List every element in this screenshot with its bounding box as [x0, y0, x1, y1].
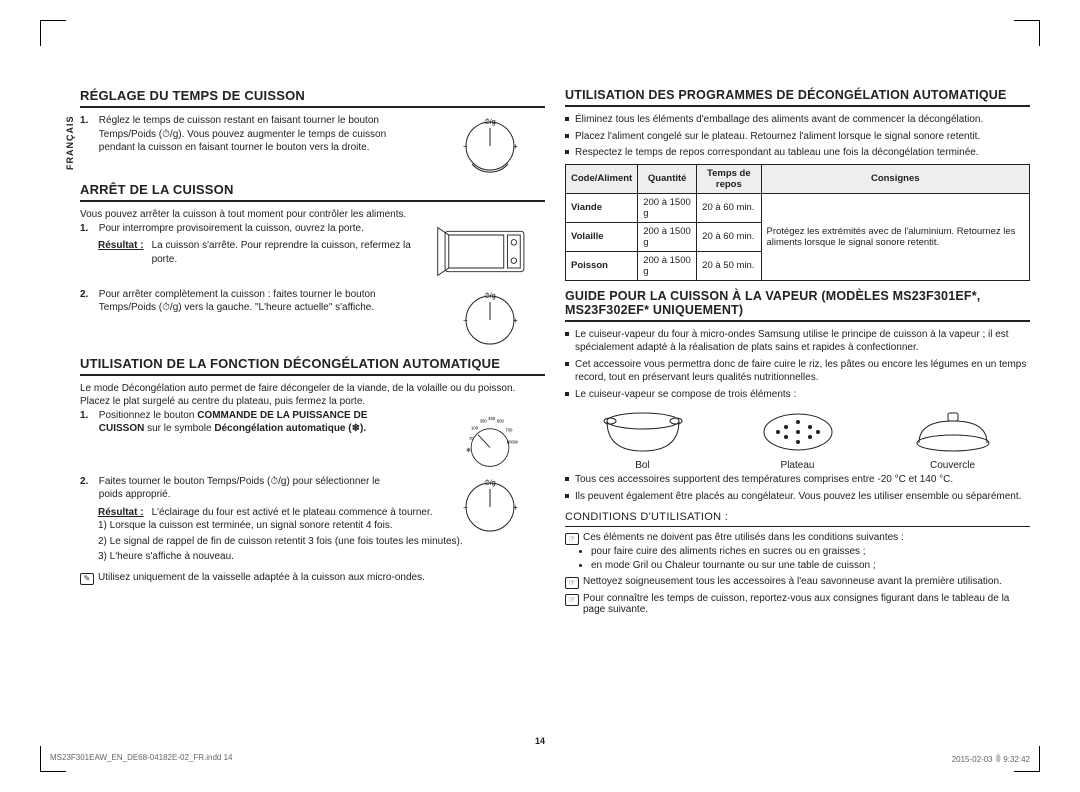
caption: Bol: [598, 460, 688, 471]
caution-icon: ☞: [565, 594, 579, 606]
paragraph: Le mode Décongélation auto permet de fai…: [80, 382, 545, 409]
table-header: Code/Aliment: [566, 164, 638, 193]
dial-illustration: ⏱/g − +: [435, 288, 545, 348]
sub-step: Le signal de rappel de fin de cuisson re…: [98, 535, 545, 549]
steamer-parts-row: Bol Plateau Couvercle: [565, 407, 1030, 471]
crop-mark: [40, 20, 66, 21]
bullet: Le cuiseur-vapeur du four à micro-ondes …: [565, 328, 1030, 355]
crop-mark: [40, 771, 66, 772]
power-dial-icon: 70 100 300450600 700 800W ❄: [445, 409, 535, 469]
svg-text:300: 300: [480, 418, 488, 423]
bullet: Ils peuvent également être placés au con…: [565, 490, 1030, 504]
result-text: La cuisson s'arrête. Pour reprendre la c…: [152, 239, 435, 266]
step-number: 2.: [80, 288, 96, 302]
timer-dial-icon: ⏱/g − +: [460, 475, 520, 535]
left-column: RÉGLAGE DU TEMPS DE CUISSON 1. Réglez le…: [80, 80, 545, 615]
table-header: Consignes: [761, 164, 1030, 193]
bullet: Respectez le temps de repos correspondan…: [565, 146, 1030, 160]
bullet: Éliminez tous les éléments d'emballage d…: [565, 113, 1030, 127]
svg-text:−: −: [463, 503, 468, 512]
svg-text:+: +: [513, 316, 518, 325]
svg-text:450: 450: [488, 416, 496, 421]
table-header: Quantité: [638, 164, 697, 193]
section-heading-steam-guide: GUIDE POUR LA CUISSON À LA VAPEUR (MODÈL…: [565, 289, 1030, 322]
step-number: 2.: [80, 475, 96, 489]
section-heading-defrost-programs: UTILISATION DES PROGRAMMES DE DÉCONGÉLAT…: [565, 88, 1030, 107]
note-icon: ✎: [80, 573, 94, 585]
language-tab: FRANÇAIS: [65, 116, 75, 171]
result-label: Résultat :: [98, 506, 144, 520]
power-dial-illustration: 70 100 300450600 700 800W ❄: [435, 409, 545, 469]
step-number: 1.: [80, 222, 96, 236]
tray-icon: [753, 407, 843, 457]
caution-icon: ☞: [565, 577, 579, 589]
right-column: UTILISATION DES PROGRAMMES DE DÉCONGÉLAT…: [565, 80, 1030, 615]
bullet: Le cuiseur-vapeur se compose de trois él…: [565, 388, 1030, 402]
svg-text:70: 70: [469, 435, 474, 440]
note-text: Pour connaître les temps de cuisson, rep…: [583, 593, 1030, 615]
dial-illustration: ⏱/g − +: [435, 114, 545, 174]
timer-dial-icon: ⏱/g − +: [460, 114, 520, 174]
svg-text:⏱/g: ⏱/g: [484, 118, 495, 126]
section-heading-cooking-time: RÉGLAGE DU TEMPS DE CUISSON: [80, 88, 545, 108]
footer-file: MS23F301EAW_EN_DE68-04182E-02_FR.indd 14: [50, 753, 232, 764]
crop-mark: [1014, 771, 1040, 772]
svg-text:100: 100: [471, 425, 479, 430]
svg-text:600: 600: [497, 418, 505, 423]
step-text: Pour interrompre provisoirement la cuiss…: [99, 222, 399, 236]
note-text: Utilisez uniquement de la vaisselle adap…: [98, 572, 545, 583]
caution-icon: ☞: [565, 533, 579, 545]
paragraph: Vous pouvez arrêter la cuisson à tout mo…: [80, 208, 545, 222]
table-header: Temps de repos: [697, 164, 761, 193]
subheading-usage-conditions: CONDITIONS D'UTILISATION :: [565, 511, 1030, 527]
dial-illustration: ⏱/g − +: [435, 475, 545, 535]
step-text: Réglez le temps de cuisson restant en fa…: [99, 114, 399, 155]
step-number: 1.: [80, 409, 96, 423]
timer-dial-icon: ⏱/g − +: [460, 288, 520, 348]
svg-text:+: +: [513, 142, 518, 151]
defrost-table: Code/Aliment Quantité Temps de repos Con…: [565, 164, 1030, 281]
microwave-open-icon: [435, 224, 545, 279]
bullet: Tous ces accessoires supportent des temp…: [565, 473, 1030, 487]
crop-mark: [1014, 20, 1040, 21]
lid-icon: [908, 407, 998, 457]
page-number: 14: [0, 736, 1080, 746]
step-text: Faites tourner le bouton Temps/Poids (⏱/…: [99, 475, 399, 502]
svg-text:+: +: [513, 503, 518, 512]
svg-text:800W: 800W: [507, 439, 519, 444]
step-number: 1.: [80, 114, 96, 128]
bullet: en mode Gril ou Chaleur tournante ou sur…: [591, 559, 1030, 573]
crop-mark: [1039, 20, 1040, 46]
svg-text:⏱/g: ⏱/g: [484, 479, 495, 487]
manual-page: FRANÇAIS RÉGLAGE DU TEMPS DE CUISSON 1. …: [0, 0, 1080, 792]
svg-text:❄: ❄: [466, 446, 471, 453]
bullet: pour faire cuire des aliments riches en …: [591, 545, 1030, 559]
bullet: Cet accessoire vous permettra donc de fa…: [565, 358, 1030, 385]
sub-step: L'heure s'affiche à nouveau.: [98, 550, 545, 564]
svg-text:⏱/g: ⏱/g: [484, 292, 495, 300]
note-text: Nettoyez soigneusement tous les accessoi…: [583, 576, 1030, 587]
crop-mark: [1039, 746, 1040, 772]
note-text: Ces éléments ne doivent pas être utilisé…: [583, 532, 1030, 543]
bullet: Placez l'aliment congelé sur le plateau.…: [565, 130, 1030, 144]
caption: Couvercle: [908, 460, 998, 471]
section-heading-auto-defrost: UTILISATION DE LA FONCTION DÉCONGÉLATION…: [80, 356, 545, 376]
caption: Plateau: [753, 460, 843, 471]
section-heading-stop-cooking: ARRÊT DE LA CUISSON: [80, 182, 545, 202]
footer: MS23F301EAW_EN_DE68-04182E-02_FR.indd 14…: [50, 753, 1030, 764]
svg-text:−: −: [463, 142, 468, 151]
svg-text:700: 700: [505, 427, 513, 432]
step-text: Positionnez le bouton COMMANDE DE LA PUI…: [99, 409, 399, 436]
step-text: Pour arrêter complètement la cuisson : f…: [99, 288, 399, 315]
bowl-icon: [598, 407, 688, 457]
microwave-illustration: [435, 222, 545, 282]
table-row: Viande 200 à 1500 g 20 à 60 min. Protége…: [566, 193, 1030, 222]
result-label: Résultat :: [98, 239, 144, 266]
result-text: L'éclairage du four est activé et le pla…: [152, 506, 433, 520]
footer-date: 2015-02-03 ꂲ 9:32:42: [952, 753, 1030, 764]
svg-text:−: −: [463, 316, 468, 325]
crop-mark: [40, 746, 41, 772]
crop-mark: [40, 20, 41, 46]
